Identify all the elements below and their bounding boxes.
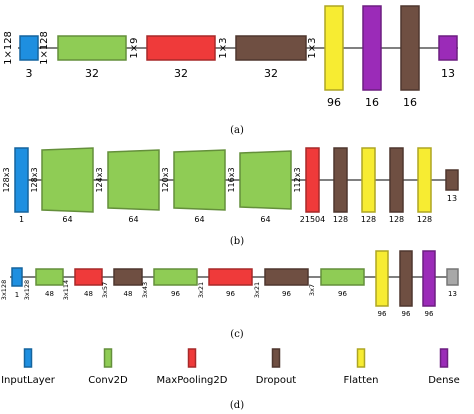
b-shape-label-4: 116x3 xyxy=(227,167,236,192)
b-shape-label-1: 128x3 xyxy=(30,167,39,192)
c-layer-drop-6 xyxy=(264,268,309,286)
b-layer-drop-10 xyxy=(445,169,459,191)
b-shape-label-2: 124x3 xyxy=(95,167,104,192)
c-shape-label-5: 3x21 xyxy=(197,282,205,298)
a-layer-drop-3 xyxy=(235,35,307,61)
c-layer-drop-9 xyxy=(399,250,413,307)
caption-d: (d) xyxy=(229,400,245,411)
c-layer-conv-4 xyxy=(153,268,198,286)
a-layer-label-6: 16 xyxy=(403,96,417,109)
b-layer-label-10: 13 xyxy=(447,194,457,203)
b-layer-drop-8 xyxy=(389,147,404,213)
b-layer-label-1: 64 xyxy=(62,215,72,224)
b-layer-conv-2 xyxy=(107,149,160,211)
a-shape-label-3: 1×3 xyxy=(218,37,229,58)
a-layer-conv-1 xyxy=(57,35,127,61)
c-layer-conv-7 xyxy=(320,268,365,286)
c-layer-label-8: 96 xyxy=(378,310,387,318)
c-shape-label-2: 3x114 xyxy=(62,280,70,300)
caption-b: (b) xyxy=(229,236,245,247)
b-layer-label-3: 64 xyxy=(194,215,204,224)
caption-a: (a) xyxy=(230,125,244,136)
a-shape-label-1: 1×128 xyxy=(39,31,50,65)
legend-label-pool: MaxPooling2D xyxy=(157,375,228,386)
b-layer-conv-4 xyxy=(239,150,292,210)
c-layer-label-1: 48 xyxy=(45,290,54,298)
c-layer-label-2: 48 xyxy=(84,290,93,298)
a-layer-drop-6 xyxy=(400,5,420,91)
c-layer-label-6: 96 xyxy=(282,290,291,298)
c-layer-pool-2 xyxy=(74,268,103,286)
b-layer-label-0: 1 xyxy=(19,215,24,224)
c-layer-label-0: 1 xyxy=(15,291,19,299)
legend-swatch-dense xyxy=(439,348,449,368)
c-layer-label-10: 96 xyxy=(425,310,434,318)
c-layer-label-4: 96 xyxy=(171,290,180,298)
c-layer-pool-5 xyxy=(208,268,253,286)
c-shape-label-4: 3x43 xyxy=(141,282,149,298)
c-layer-drop-3 xyxy=(113,268,143,286)
b-layer-label-8: 128 xyxy=(389,215,404,224)
a-layer-label-1: 32 xyxy=(85,67,99,80)
a-layer-dense-7 xyxy=(438,35,458,61)
b-layer-drop-6 xyxy=(333,147,348,213)
legend-label-input: InputLayer xyxy=(1,375,56,386)
caption-c: (c) xyxy=(230,329,244,340)
b-layer-label-5: 21504 xyxy=(300,215,325,224)
legend-label-conv: Conv2D xyxy=(88,375,128,386)
legend-label-dense: Dense xyxy=(428,375,460,386)
c-shape-label-1: 3x128 xyxy=(23,280,31,300)
a-layer-label-3: 32 xyxy=(264,67,278,80)
a-shape-label-4: 1×3 xyxy=(307,37,318,58)
a-layer-label-4: 96 xyxy=(327,96,341,109)
b-shape-label-0: 128x3 xyxy=(2,167,11,192)
c-shape-label-0: 3x128 xyxy=(0,280,8,300)
b-layer-conv-3 xyxy=(173,149,226,211)
b-shape-label-5: 112x3 xyxy=(293,167,302,192)
b-layer-label-2: 64 xyxy=(128,215,138,224)
c-layer-label-5: 96 xyxy=(226,290,235,298)
b-shape-label-3: 120x3 xyxy=(161,167,170,192)
legend-swatch-input xyxy=(23,348,33,368)
a-layer-pool-2 xyxy=(146,35,216,61)
c-layer-label-9: 96 xyxy=(402,310,411,318)
a-layer-label-0: 3 xyxy=(26,67,33,80)
a-shape-label-2: 1×9 xyxy=(129,37,140,58)
c-shape-label-6: 3x21 xyxy=(253,282,261,298)
legend-swatch-pool xyxy=(187,348,197,368)
a-layer-flat-4 xyxy=(324,5,344,91)
a-layer-label-7: 13 xyxy=(441,67,455,80)
b-layer-flat-9 xyxy=(417,147,432,213)
c-shape-label-7: 3x7 xyxy=(308,284,316,296)
c-layer-conv-1 xyxy=(35,268,64,286)
c-layer-flat-8 xyxy=(375,250,389,307)
a-layer-label-2: 32 xyxy=(174,67,188,80)
b-layer-label-4: 64 xyxy=(260,215,270,224)
legend-swatch-conv xyxy=(103,348,113,368)
legend-label-flat: Flatten xyxy=(344,375,379,386)
b-layer-input-0 xyxy=(14,147,29,213)
c-layer-dense-10 xyxy=(422,250,436,307)
c-layer-label-3: 48 xyxy=(124,290,133,298)
a-layer-label-5: 16 xyxy=(365,96,379,109)
legend-label-drop: Dropout xyxy=(256,375,297,386)
c-layer-label-7: 96 xyxy=(338,290,347,298)
a-layer-input-0 xyxy=(19,35,39,61)
c-layer-input-0 xyxy=(11,267,23,287)
c-shape-label-3: 3x57 xyxy=(101,282,109,298)
a-layer-dense-5 xyxy=(362,5,382,91)
b-layer-flat-7 xyxy=(361,147,376,213)
b-layer-label-9: 128 xyxy=(417,215,432,224)
b-layer-conv-1 xyxy=(41,147,94,213)
a-shape-label-0: 1×128 xyxy=(3,31,14,65)
legend-swatch-flat xyxy=(356,348,366,368)
c-layer-gray-11 xyxy=(446,268,459,286)
c-layer-label-11: 13 xyxy=(448,290,457,298)
b-layer-label-7: 128 xyxy=(361,215,376,224)
b-layer-pool-5 xyxy=(305,147,320,213)
legend-swatch-drop xyxy=(271,348,281,368)
b-layer-label-6: 128 xyxy=(333,215,348,224)
